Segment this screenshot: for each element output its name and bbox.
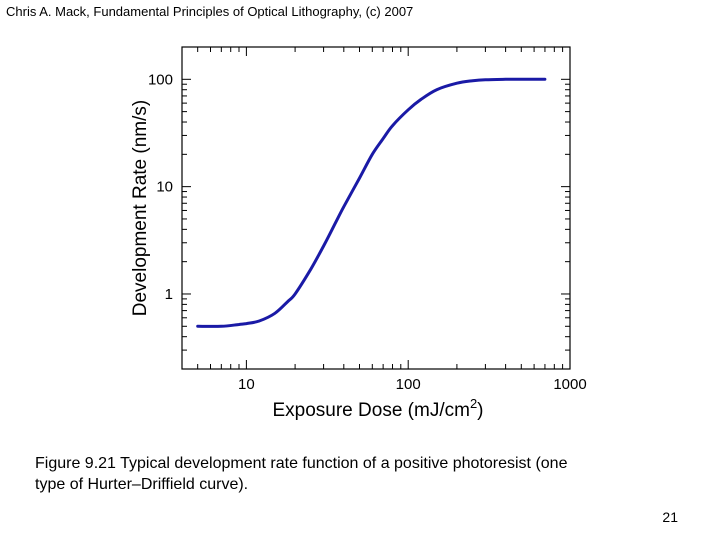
x-tick-labels: 10 100 1000 xyxy=(238,376,587,393)
x-tick-label: 1000 xyxy=(553,376,586,393)
x-tick-label: 10 xyxy=(238,376,255,393)
series-line xyxy=(196,77,547,328)
page-number: 21 xyxy=(662,509,678,525)
caption-line-2: type of Hurter–Driffield curve). xyxy=(35,476,249,493)
minor-ticks xyxy=(181,46,570,370)
major-ticks xyxy=(182,47,571,369)
y-tick-label: 100 xyxy=(148,71,173,88)
y-axis-title: Development Rate (nm/s) xyxy=(130,100,151,316)
plot-frame xyxy=(181,46,571,370)
x-tick-label: 100 xyxy=(396,376,421,393)
y-tick-label: 1 xyxy=(165,286,173,303)
header-citation: Chris A. Mack, Fundamental Principles of… xyxy=(6,4,414,19)
y-tick-label: 10 xyxy=(156,179,173,196)
y-tick-labels: 1 10 100 xyxy=(148,71,173,303)
x-axis-title: Exposure Dose (mJ/cm2) xyxy=(272,396,483,421)
figure-caption: Figure 9.21 Typical development rate fun… xyxy=(35,453,655,495)
caption-line-1: Figure 9.21 Typical development rate fun… xyxy=(35,455,568,472)
